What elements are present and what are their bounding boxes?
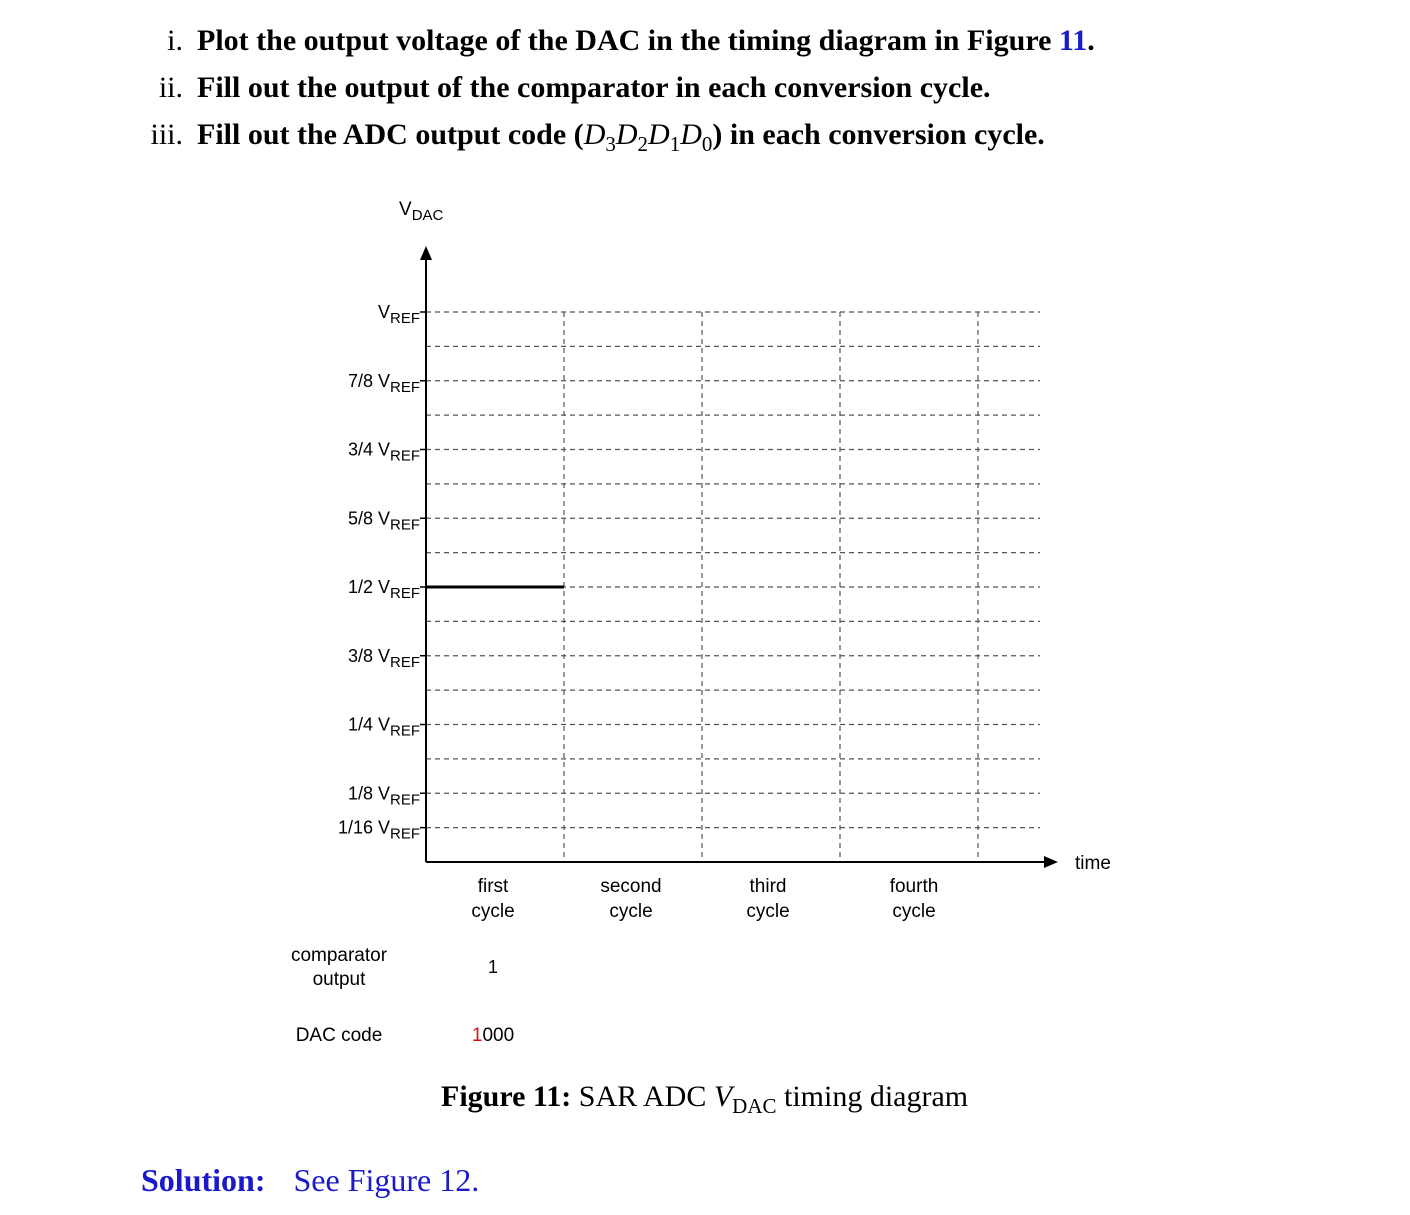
solution-link[interactable]: See Figure 12.	[293, 1162, 480, 1198]
cycle-label: fourth	[890, 876, 939, 897]
question-text: Fill out the output of the comparator in…	[197, 71, 991, 104]
solution: Solution: See Figure 12.	[141, 1162, 479, 1199]
x-axis-arrow-icon	[1044, 856, 1058, 868]
grid	[426, 311, 1040, 862]
question-text: Plot the output voltage of the DAC in th…	[197, 24, 1095, 57]
y-tick-label: VREF	[378, 302, 420, 327]
cycle-label: cycle	[892, 901, 935, 922]
y-tick-label: 1/4 VREF	[348, 715, 420, 740]
cycle-label: second	[600, 876, 661, 897]
y-axis-label: VDAC	[399, 199, 444, 224]
y-tick-label: 5/8 VREF	[348, 508, 420, 533]
cycle-label: cycle	[609, 901, 652, 922]
question-number: ii.	[158, 71, 183, 104]
result-rows: comparator output 1 DAC code 1000	[291, 945, 514, 1046]
y-axis-arrow-icon	[420, 246, 432, 260]
cycle-label: first	[478, 876, 509, 897]
cycle-label: cycle	[471, 901, 514, 922]
cycle-label: cycle	[746, 901, 789, 922]
x-axis-label: time	[1075, 853, 1111, 874]
y-tick-label: 3/8 VREF	[348, 646, 420, 671]
comparator-value: 1	[488, 957, 498, 977]
question-text: Fill out the ADC output code (D3D2D1D0) …	[197, 118, 1045, 156]
cycle-label: third	[750, 876, 787, 897]
y-tick-label: 1/16 VREF	[338, 818, 420, 843]
question-number: iii.	[150, 118, 183, 151]
axes: VDAC time	[399, 199, 1111, 874]
question-number: i.	[167, 24, 183, 57]
dac-code-label: DAC code	[296, 1025, 383, 1046]
cycle-labels: first cycle second cycle third cycle fourth cyc…	[471, 876, 938, 922]
figure-caption: Figure 11: SAR ADC VDAC timing diagram	[441, 1080, 969, 1118]
solution-label: Solution:	[141, 1162, 266, 1198]
dac-code-value: 1000	[472, 1025, 514, 1046]
y-tick-label: 7/8 VREF	[348, 371, 420, 396]
figure-link[interactable]: 11	[1058, 24, 1088, 57]
y-tick-label: 1/8 VREF	[348, 783, 420, 808]
y-tick-label: 1/2 VREF	[348, 577, 420, 602]
y-tick-labels: VREF 7/8 VREF 3/4 VREF 5/8 VREF 1/2 VREF 3/8 …	[338, 302, 426, 843]
timing-diagram: VDAC time VREF 7/8 VREF 3/4 VREF 5/8 VREF 1/2…	[291, 199, 1111, 1046]
code-math: D3D2D1D0	[583, 118, 713, 156]
comparator-label: comparator	[291, 945, 388, 966]
comparator-label: output	[313, 969, 367, 990]
y-tick-label: 3/4 VREF	[348, 440, 420, 465]
